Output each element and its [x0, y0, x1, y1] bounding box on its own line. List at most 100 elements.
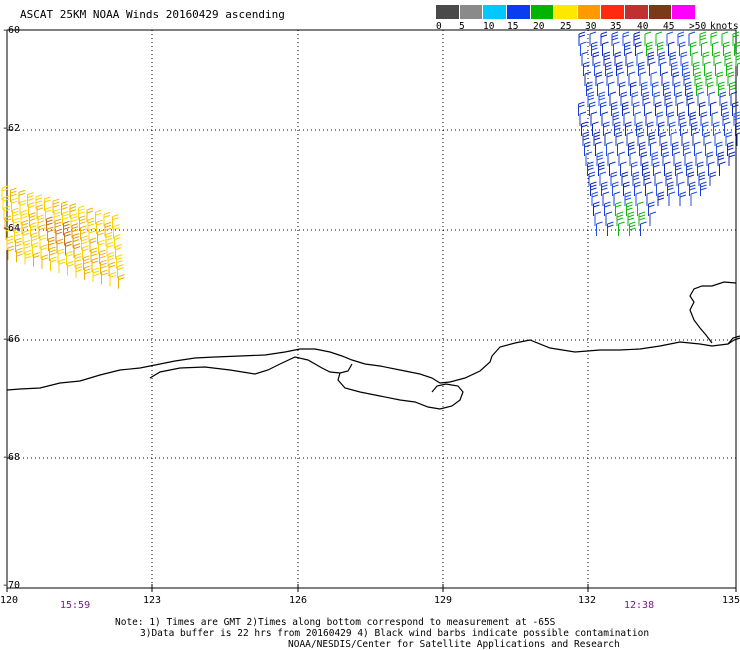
wind-barb [103, 211, 111, 227]
wind-barb [611, 31, 619, 46]
wind-barb [680, 51, 688, 66]
wind-barb [644, 31, 652, 46]
wind-barb [703, 131, 711, 146]
lon-label-135: 135 [722, 595, 740, 606]
wind-barb [650, 71, 658, 86]
wind-barb [605, 211, 613, 226]
wind-barb [598, 161, 605, 176]
wind-barb [87, 217, 95, 232]
wind-barb [704, 61, 711, 76]
wind-barb [708, 91, 716, 106]
wind-barb [89, 237, 97, 252]
wind-barb [658, 121, 665, 136]
wind-barb [95, 209, 102, 225]
wind-barb [679, 41, 686, 56]
wind-barb [32, 242, 39, 257]
wind-barb [678, 181, 685, 196]
wind-barb [646, 41, 653, 56]
wind-barb [694, 71, 702, 86]
grid-lines [7, 30, 736, 588]
wind-barb [73, 243, 81, 258]
wind-barb [686, 91, 694, 106]
wind-barb [599, 171, 607, 186]
wind-barb [672, 71, 680, 86]
wind-barb [655, 101, 662, 116]
wind-barb [710, 101, 717, 116]
wind-barb [673, 151, 681, 166]
note-line-3: NOAA/NESDIS/Center for Satellite Applica… [288, 639, 620, 650]
wind-barb [67, 260, 74, 276]
wind-barb [623, 111, 631, 126]
wind-barb [655, 31, 663, 46]
wind-barb [687, 171, 695, 186]
wind-barb [116, 254, 123, 269]
wind-barb [651, 151, 659, 166]
wind-barb [712, 41, 719, 56]
wind-barb [688, 31, 696, 46]
wind-barb [74, 253, 82, 268]
wind-barb [88, 227, 96, 242]
wind-barb [27, 192, 34, 207]
wind-barb [705, 71, 713, 86]
wind-barb [5, 225, 13, 240]
wind-barb [606, 141, 613, 156]
wind-barb [716, 71, 724, 86]
wind-barb [619, 81, 626, 96]
wind-barb [636, 121, 643, 136]
wind-barb [45, 206, 52, 221]
wind-barb [696, 81, 703, 96]
wind-barb [689, 181, 696, 196]
wind-barb [627, 211, 635, 226]
wind-barb [106, 241, 114, 257]
wind-barb [90, 247, 98, 262]
wind-barb [675, 91, 683, 106]
wind-barb [620, 161, 627, 176]
wind-barb [616, 61, 623, 76]
wind-barb [667, 111, 675, 126]
wind-barb [723, 41, 730, 56]
scale-swatch [436, 5, 460, 19]
wind-barb [607, 151, 615, 166]
wind-barb [689, 111, 697, 126]
wind-barb [596, 151, 604, 166]
wind-barb [594, 211, 602, 226]
wind-barb [7, 245, 15, 260]
wind-barb [581, 121, 588, 136]
wind-barb [633, 31, 641, 46]
wind-barb [18, 189, 26, 205]
wind-barb [718, 81, 725, 96]
wind-barb [19, 199, 27, 215]
wind-barb [610, 171, 618, 186]
wind-barb [627, 61, 634, 76]
wind-barb [109, 271, 117, 287]
wind-barb [603, 51, 611, 66]
wind-barb [75, 263, 83, 278]
wind-barb [621, 171, 629, 186]
wind-barb [56, 238, 64, 254]
wind-barb [602, 41, 609, 56]
wind-barb [24, 249, 32, 265]
wind-barb [578, 101, 585, 116]
wind-barb [593, 131, 601, 146]
wind-barb [622, 31, 630, 46]
wind-barb [668, 41, 675, 56]
wind-barb [642, 161, 649, 176]
scale-swatch [530, 5, 555, 19]
wind-barb [602, 191, 610, 206]
wind-barb [714, 131, 722, 146]
wind-barb [635, 41, 642, 56]
wind-barb [638, 61, 645, 76]
scale-label-20: 20 [533, 21, 545, 32]
wind-barb [586, 81, 593, 96]
note-line-2: 3)Data buffer is 22 hrs from 20160429 4)… [140, 628, 650, 639]
scale-swatch [483, 5, 507, 19]
wind-barb [632, 171, 640, 186]
wind-barb [101, 269, 108, 285]
wind-barb [604, 131, 612, 146]
wind-barb [727, 141, 734, 156]
lat-label-68: -68 [2, 452, 21, 463]
wind-barb [594, 61, 601, 76]
wind-barb [679, 191, 687, 206]
wind-barb [735, 52, 740, 66]
